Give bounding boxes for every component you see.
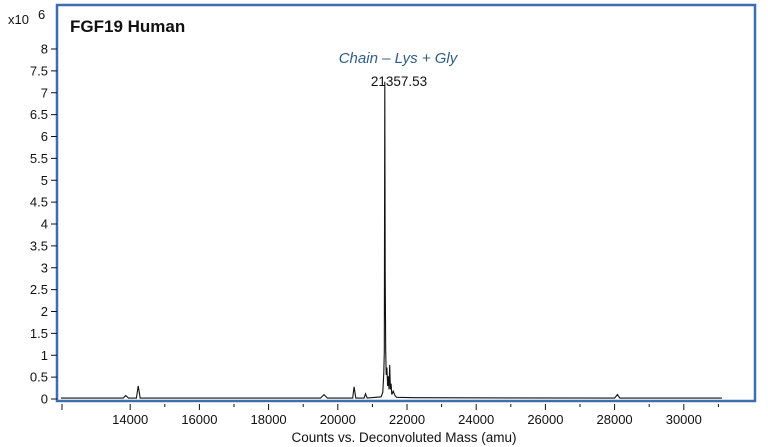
y-tick-label: 4.5 (30, 195, 48, 210)
x-tick-label: 14000 (112, 412, 148, 427)
y-tick-label: 1 (41, 348, 48, 363)
x-tick-label: 28000 (597, 412, 633, 427)
y-tick-label: 2.5 (30, 282, 48, 297)
y-tick-label: 7 (41, 85, 48, 100)
y-tick-label: 0 (41, 392, 48, 407)
y-tick-label: 5 (41, 173, 48, 188)
x-tick-label: 20000 (320, 412, 356, 427)
y-axis: 0 0.5 1 1.5 2 2.5 3 3.5 4 4.5 5 5.5 6 6.5 7 7.5 8 (30, 42, 57, 407)
spectrum-line (61, 81, 722, 399)
y-tick-label: 5.5 (30, 151, 48, 166)
x-tick-label: 26000 (527, 412, 563, 427)
x-tick-label: 18000 (251, 412, 287, 427)
peak-label: 21357.53 (371, 74, 427, 89)
y-tick-label: 0.5 (30, 370, 48, 385)
x-tick-label: 16000 (181, 412, 217, 427)
y-tick-label: 6.5 (30, 107, 48, 122)
y-tick-label: 3 (41, 260, 48, 275)
y-tick-label: 2 (41, 304, 48, 319)
plot-frame (55, 3, 757, 403)
y-tick-label: 1.5 (30, 326, 48, 341)
y-tick-label: 8 (41, 42, 48, 57)
x-tick-label: 24000 (458, 412, 494, 427)
x-tick-label: 30000 (666, 412, 702, 427)
chart-title: FGF19 Human (70, 17, 185, 36)
y-exponent: 6 (38, 7, 45, 22)
x-axis-label: Counts vs. Deconvoluted Mass (amu) (291, 430, 516, 445)
x-tick-label: 22000 (389, 412, 425, 427)
x-axis: 14000 16000 18000 20000 22000 24000 26000 28000… (61, 404, 719, 427)
y-multiplier: x10 (8, 12, 29, 27)
y-tick-label: 7.5 (30, 63, 48, 78)
y-tick-label: 4 (41, 217, 48, 232)
y-tick-label: 6 (41, 129, 48, 144)
y-tick-label: 3.5 (30, 238, 48, 253)
peak-annotation: Chain – Lys + Gly (339, 50, 459, 67)
